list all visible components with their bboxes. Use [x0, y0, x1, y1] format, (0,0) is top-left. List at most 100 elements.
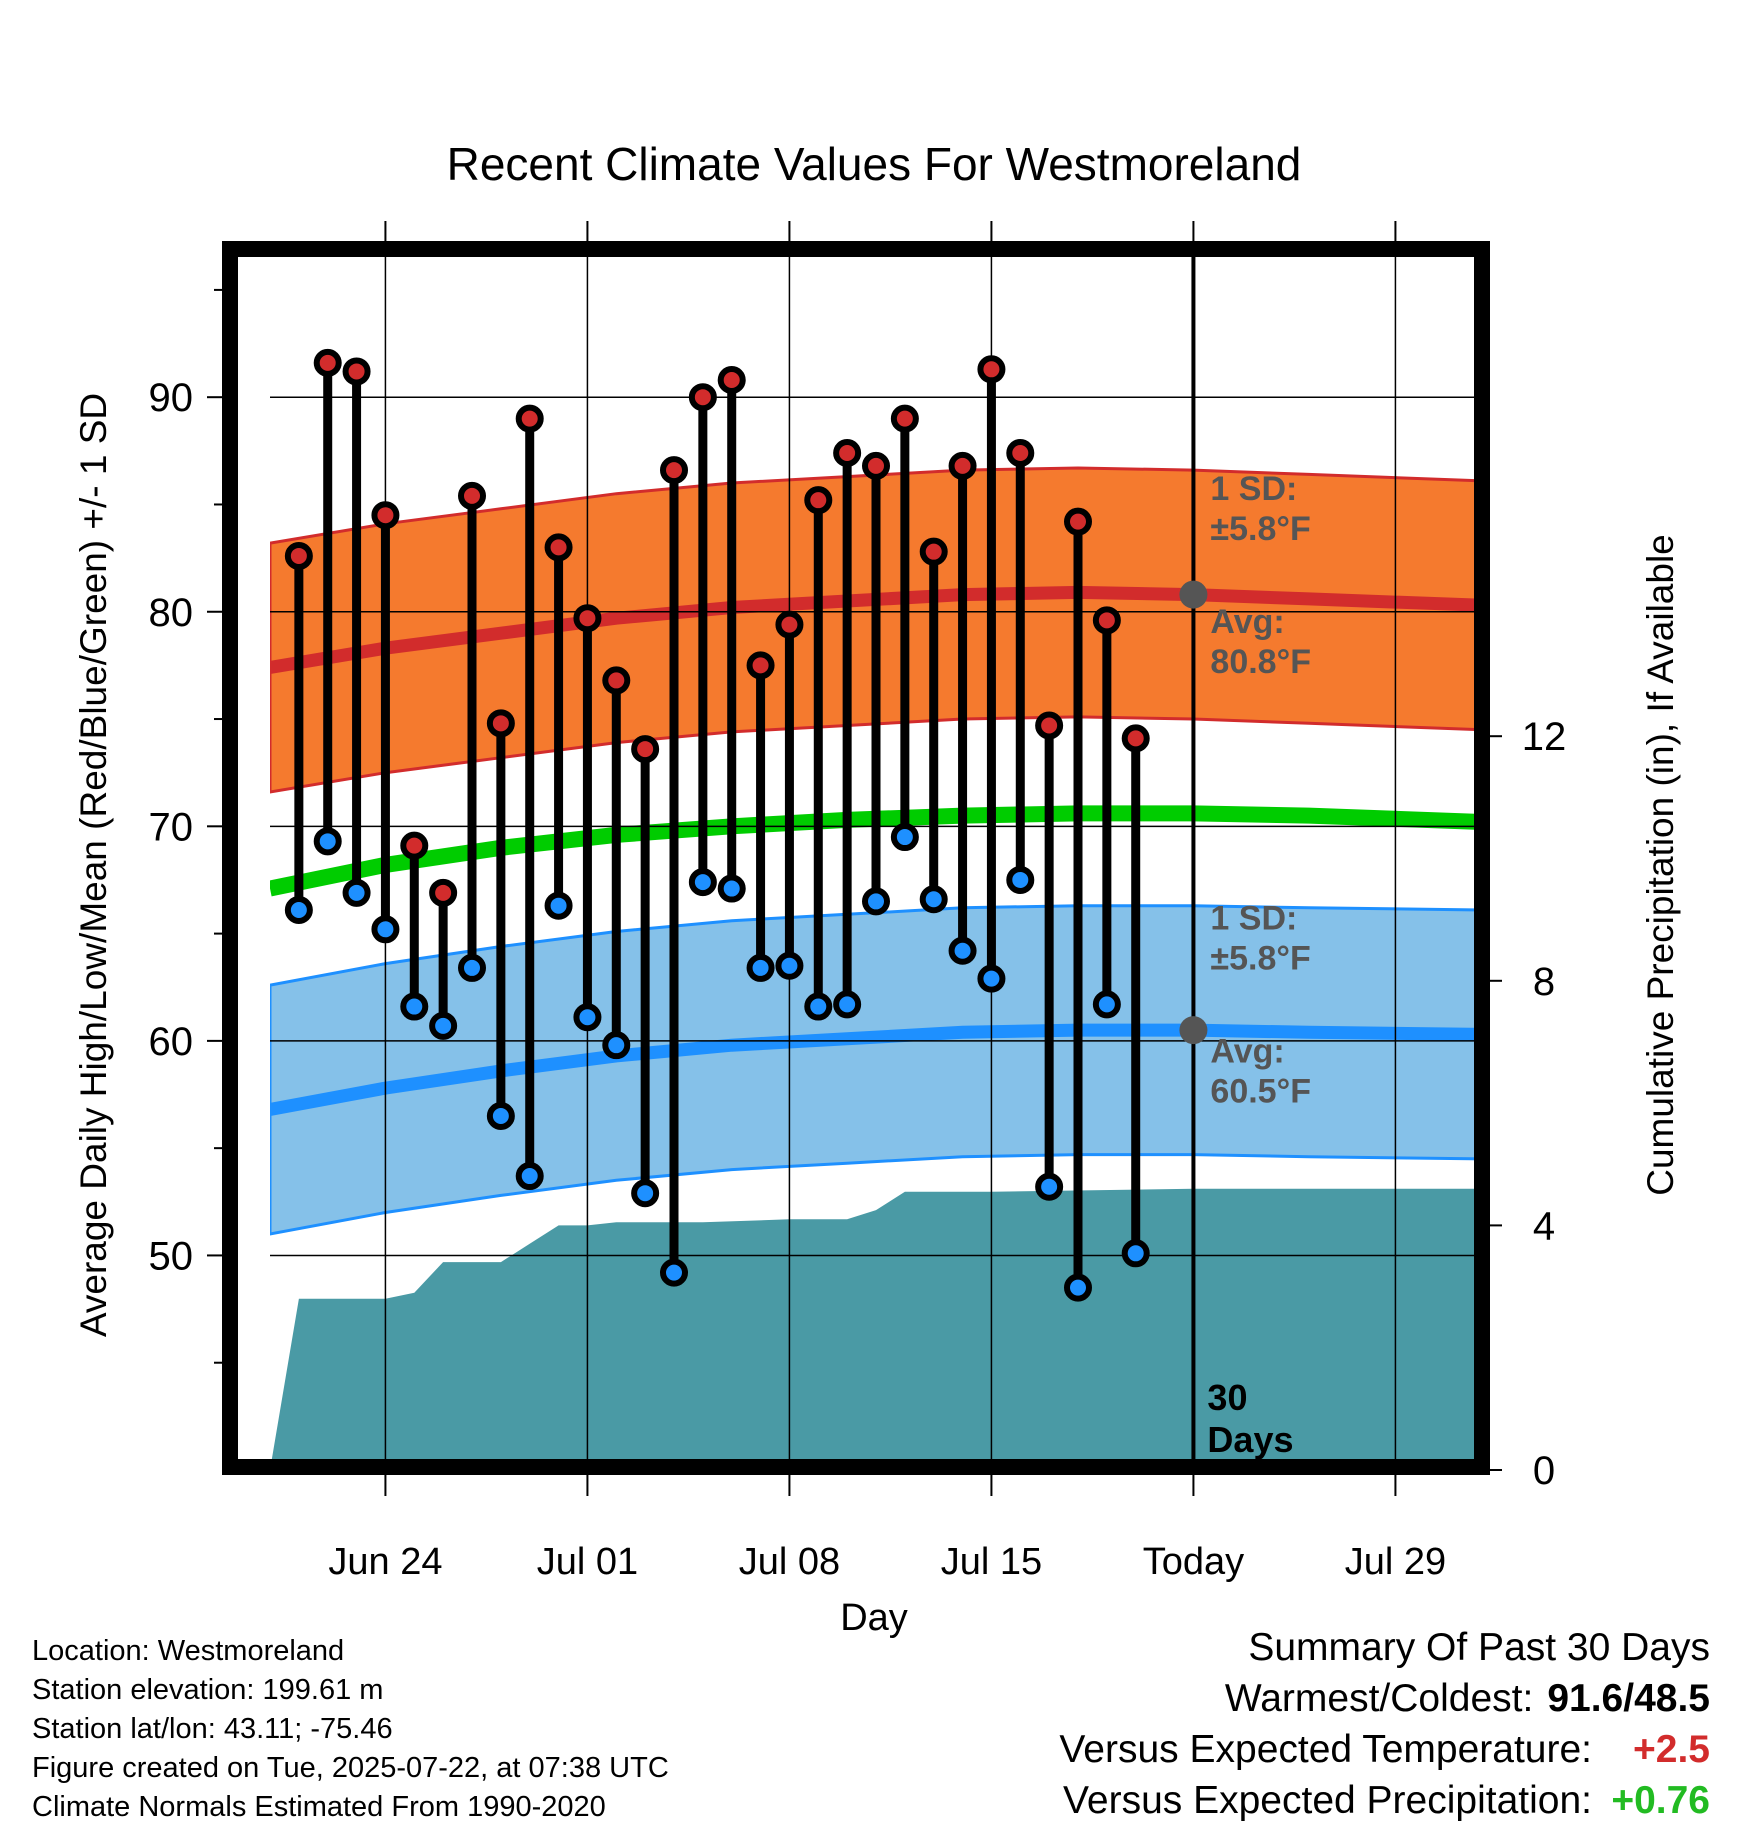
daily-low-point — [486, 1101, 515, 1130]
daily-low-point — [1035, 1172, 1064, 1201]
high-avg-dot — [1179, 580, 1208, 609]
x-tick-label: Today — [1143, 1541, 1244, 1583]
daily-high-point — [458, 481, 486, 510]
daily-high-point — [602, 666, 631, 695]
daily-high-point — [1064, 507, 1092, 536]
daily-low-point — [775, 951, 804, 980]
daily-low-point — [515, 1162, 544, 1191]
today-days-count: 30 — [1207, 1377, 1247, 1418]
low-sd-annotation-line: ±5.8°F — [1210, 939, 1310, 977]
y-tick-label: 90 — [149, 376, 194, 420]
temp-anomaly-row: Versus Expected Temperature: +2.5 — [1059, 1724, 1710, 1775]
daily-high-point — [486, 709, 515, 738]
daily-low-point — [284, 895, 313, 924]
daily-low-point — [602, 1031, 631, 1060]
today-days-label: Days — [1207, 1419, 1293, 1460]
daily-low-point — [862, 887, 890, 916]
daily-low-point — [400, 992, 429, 1021]
daily-low-point — [1064, 1273, 1092, 1302]
y-tick-label: 60 — [149, 1020, 194, 1064]
y2-axis-label: Cumulative Precipitation (in), If Availa… — [1640, 534, 1681, 1196]
daily-high-point — [833, 438, 862, 467]
daily-low-point — [660, 1258, 688, 1287]
daily-low-point — [1006, 865, 1035, 894]
daily-low-point — [746, 953, 775, 982]
daily-low-point — [1092, 990, 1121, 1019]
y-axis-label: Average Daily High/Low/Mean (Red/Blue/Gr… — [73, 393, 114, 1337]
daily-high-point — [1006, 438, 1035, 467]
daily-high-point — [631, 735, 660, 764]
daily-low-point — [890, 823, 919, 852]
daily-low-point — [948, 936, 977, 965]
daily-low-point — [631, 1179, 660, 1208]
precip-anomaly-row: Versus Expected Precipitation: +0.76 — [1059, 1775, 1710, 1826]
daily-low-point — [977, 964, 1006, 993]
x-axis-label: Day — [840, 1597, 908, 1639]
daily-high-point — [400, 831, 429, 860]
warm-cold-value: 91.6/48.5 — [1547, 1677, 1710, 1720]
daily-high-point — [804, 486, 833, 515]
daily-high-point — [919, 537, 948, 566]
high-sd-annotation-line: 1 SD: — [1210, 470, 1297, 508]
y-tick-label: 50 — [149, 1234, 194, 1278]
daily-low-point — [717, 874, 746, 903]
precip-anomaly-value: +0.76 — [1611, 1779, 1710, 1822]
daily-high-point — [371, 501, 400, 530]
daily-high-point — [544, 533, 573, 562]
daily-high-point — [573, 604, 602, 633]
x-tick-label: Jul 15 — [941, 1541, 1042, 1583]
low-avg-annotation-line: 60.5°F — [1210, 1072, 1311, 1110]
daily-low-point — [1121, 1239, 1150, 1268]
high-avg-annotation-line: 80.8°F — [1210, 643, 1311, 681]
warm-cold-label: Warmest/Coldest: — [1224, 1677, 1534, 1720]
daily-high-point — [429, 878, 458, 907]
elevation-text: Station elevation: 199.61 m — [32, 1674, 384, 1706]
x-tick-label: Jul 01 — [537, 1541, 638, 1583]
x-tick-label: Jul 29 — [1345, 1541, 1446, 1583]
high-avg-annotation-line: Avg: — [1210, 603, 1284, 641]
daily-high-point — [862, 451, 890, 480]
daily-low-point — [919, 885, 948, 914]
daily-high-point — [1121, 724, 1150, 753]
temp-anomaly-label: Versus Expected Temperature: — [1059, 1728, 1592, 1771]
daily-low-point — [458, 953, 486, 982]
daily-high-point — [890, 404, 919, 433]
daily-low-point — [688, 868, 717, 897]
daily-high-point — [284, 541, 313, 570]
normals-text: Climate Normals Estimated From 1990-2020 — [32, 1791, 606, 1823]
low-sd-annotation-line: 1 SD: — [1210, 899, 1297, 937]
low-avg-annotation-line: Avg: — [1210, 1032, 1284, 1070]
location-text: Location: Westmoreland — [32, 1635, 345, 1667]
warm-cold-row: Warmest/Coldest: 91.6/48.5 — [1059, 1673, 1710, 1724]
y2-tick-label: 4 — [1533, 1204, 1555, 1248]
daily-low-point — [371, 915, 400, 944]
summary-panel: Summary Of Past 30 Days Warmest/Coldest:… — [1059, 1622, 1710, 1826]
x-tick-label: Jun 24 — [328, 1541, 442, 1583]
plot-frame — [222, 241, 1490, 1475]
high-sd-annotation-line: ±5.8°F — [1210, 510, 1310, 548]
daily-high-point — [746, 651, 775, 680]
daily-high-point — [948, 451, 977, 480]
daily-high-point — [775, 610, 804, 639]
summary-title: Summary Of Past 30 Days — [1248, 1626, 1710, 1669]
daily-high-point — [342, 357, 371, 386]
y-tick-label: 70 — [149, 805, 194, 849]
low-avg-dot — [1179, 1016, 1208, 1045]
daily-low-point — [573, 1003, 602, 1032]
daily-high-point — [515, 404, 544, 433]
daily-low-point — [833, 990, 862, 1019]
y2-tick-label: 12 — [1522, 715, 1567, 759]
low-sd-band — [270, 904, 1482, 1236]
precip-anomaly-label: Versus Expected Precipitation: — [1063, 1779, 1592, 1822]
daily-high-point — [1035, 711, 1064, 740]
station-info: Location: Westmoreland Station elevation… — [32, 1632, 669, 1827]
low-avg-line — [270, 1023, 1482, 1116]
temp-anomaly-value: +2.5 — [1633, 1728, 1710, 1771]
x-tick-label: Jul 08 — [739, 1541, 840, 1583]
chart-title: Recent Climate Values For Westmoreland — [447, 138, 1302, 190]
y-tick-label: 80 — [149, 591, 194, 635]
y2-tick-label: 8 — [1533, 960, 1555, 1004]
daily-high-point — [977, 355, 1006, 384]
